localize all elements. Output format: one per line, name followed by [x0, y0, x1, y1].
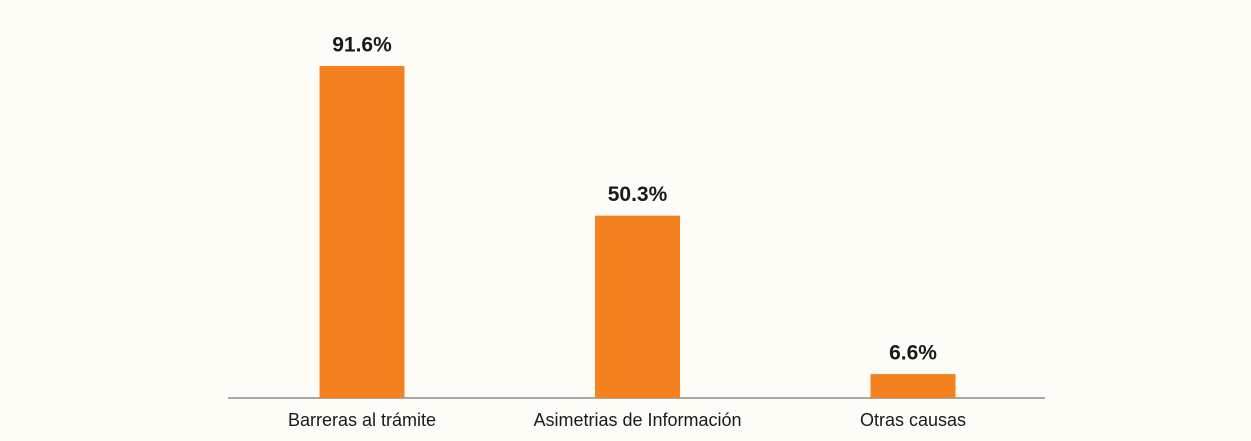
category-label: Asimetrias de Información [533, 410, 741, 430]
value-label: 50.3% [608, 183, 668, 206]
category-label: Barreras al trámite [288, 410, 436, 430]
category-label: Otras causas [860, 410, 966, 430]
bar [319, 65, 405, 398]
bar [595, 215, 680, 398]
bar [870, 374, 956, 398]
value-label: 91.6% [332, 33, 392, 56]
value-label: 6.6% [889, 342, 937, 365]
